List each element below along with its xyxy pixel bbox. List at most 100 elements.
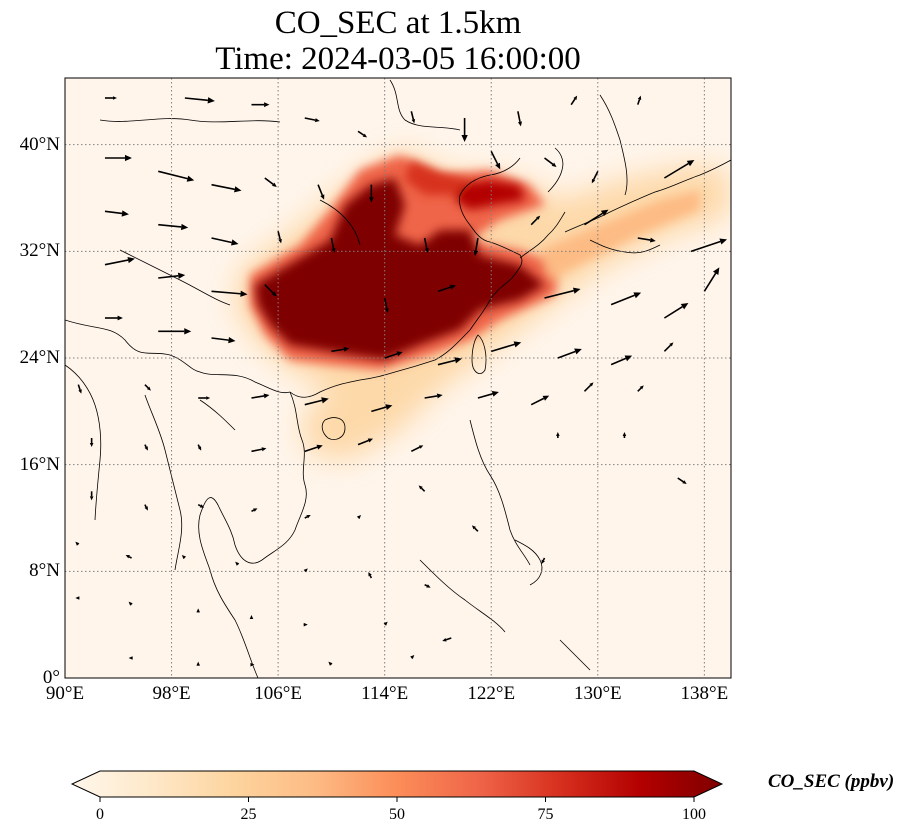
wind-arrow bbox=[144, 444, 148, 451]
colorbar-label: CO_SEC (ppbv) bbox=[768, 771, 895, 792]
wind-arrow bbox=[304, 397, 329, 406]
colorbar-tick-marks bbox=[99, 797, 695, 802]
wind-arrow bbox=[437, 357, 462, 366]
wind-arrow bbox=[211, 337, 236, 344]
wind-arrow bbox=[530, 215, 541, 226]
wind-arrow bbox=[303, 622, 308, 627]
wind-arrow bbox=[104, 154, 132, 162]
wind-arrow bbox=[418, 485, 426, 492]
gridlines bbox=[65, 78, 731, 678]
lat-tick-label: 16°N bbox=[19, 453, 60, 475]
wind-arrow bbox=[304, 515, 311, 519]
wind-arrow bbox=[584, 209, 609, 226]
wind-arrow bbox=[104, 256, 135, 266]
wind-arrow bbox=[557, 348, 582, 359]
wind-arrow bbox=[198, 396, 211, 400]
lon-tick-label: 106°E bbox=[254, 683, 302, 704]
wind-arrow bbox=[264, 284, 277, 297]
wind-arrow bbox=[473, 237, 479, 256]
wind-arrow bbox=[125, 555, 132, 559]
wind-arrow bbox=[184, 97, 215, 104]
wind-arrow bbox=[303, 568, 308, 573]
wind-arrow bbox=[251, 393, 270, 399]
wind-arrow bbox=[89, 438, 94, 447]
wind-arrow bbox=[490, 150, 501, 170]
wind-arrow bbox=[583, 382, 594, 392]
wind-arrow bbox=[77, 384, 82, 394]
wind-arrow bbox=[211, 290, 248, 297]
wind-arrow bbox=[637, 95, 642, 105]
wind-arrow bbox=[471, 525, 479, 532]
colorbar-tick-label: 75 bbox=[537, 806, 554, 823]
wind-arrow bbox=[383, 297, 389, 313]
wind-arrow bbox=[383, 621, 388, 626]
wind-arrow bbox=[437, 284, 456, 293]
wind-arrow bbox=[331, 346, 350, 353]
lon-tick-label: 138°E bbox=[680, 683, 729, 704]
wind-arrow bbox=[89, 491, 94, 501]
wind-arrow bbox=[637, 237, 656, 243]
wind-arrow bbox=[250, 662, 255, 667]
wind-arrow bbox=[423, 237, 429, 253]
wind-arrow bbox=[424, 583, 431, 588]
lon-tick-label: 98°E bbox=[152, 683, 191, 704]
wind-arrow bbox=[158, 170, 195, 182]
lat-tick-label: 24°N bbox=[19, 347, 60, 368]
wind-arrow bbox=[158, 272, 186, 279]
colorbar bbox=[70, 770, 724, 802]
wind-arrow bbox=[181, 555, 186, 560]
wind-arrow bbox=[104, 315, 123, 321]
lat-tick-label: 40°N bbox=[19, 133, 60, 155]
wind-arrow bbox=[75, 541, 80, 546]
lat-tick-label: 0° bbox=[42, 667, 60, 688]
wind-arrow bbox=[144, 384, 151, 391]
wind-arrow bbox=[610, 292, 642, 306]
wind-arrow bbox=[196, 608, 200, 613]
wind-arrow bbox=[211, 237, 239, 246]
coastlines bbox=[65, 79, 731, 678]
wind-arrow bbox=[368, 184, 374, 203]
wind-arrow bbox=[530, 395, 550, 406]
wind-arrow bbox=[317, 184, 325, 200]
lat-tick-label: 8°N bbox=[29, 560, 60, 582]
wind-arrow bbox=[663, 303, 689, 319]
wind-arrow bbox=[264, 177, 277, 187]
wind-arrow bbox=[104, 96, 117, 100]
plume-core bbox=[255, 160, 545, 360]
wind-arrow bbox=[610, 355, 633, 366]
wind-arrow bbox=[544, 287, 581, 299]
wind-arrow bbox=[196, 661, 200, 666]
wind-arrow bbox=[637, 385, 644, 392]
wind-arrow bbox=[622, 432, 627, 438]
wind-arrow bbox=[357, 438, 374, 446]
wind-arrow bbox=[357, 130, 368, 138]
wind-arrow bbox=[251, 102, 270, 108]
wind-arrow bbox=[249, 615, 254, 619]
lon-tick-label: 122°E bbox=[467, 683, 516, 704]
colorbar-tick-label: 50 bbox=[389, 806, 405, 823]
wind-arrow bbox=[75, 596, 80, 600]
wind-arrow bbox=[371, 404, 393, 413]
wind-arrow bbox=[328, 661, 333, 666]
wind-arrow bbox=[251, 447, 267, 453]
wind-arrow bbox=[128, 656, 133, 660]
wind-arrow bbox=[410, 111, 416, 124]
lat-tick-label: 32°N bbox=[19, 240, 60, 262]
colorbar-tick-label: 25 bbox=[240, 806, 257, 823]
wind-arrow bbox=[442, 637, 452, 642]
wind-arrow bbox=[703, 267, 720, 292]
wind-arrow bbox=[461, 118, 468, 142]
wind-arrow bbox=[491, 341, 522, 353]
wind-arrow bbox=[410, 445, 424, 453]
wind-arrow bbox=[424, 393, 443, 399]
wind-arrow bbox=[277, 231, 282, 244]
wind-arrow bbox=[158, 223, 189, 231]
colorbar-tick-label: 100 bbox=[682, 806, 706, 823]
wind-arrow bbox=[591, 170, 599, 184]
wind-arrow bbox=[663, 160, 695, 179]
wind-arrow bbox=[235, 561, 240, 566]
wind-arrow bbox=[570, 95, 578, 106]
lon-tick-label: 130°E bbox=[573, 683, 622, 704]
wind-arrow bbox=[144, 504, 148, 511]
